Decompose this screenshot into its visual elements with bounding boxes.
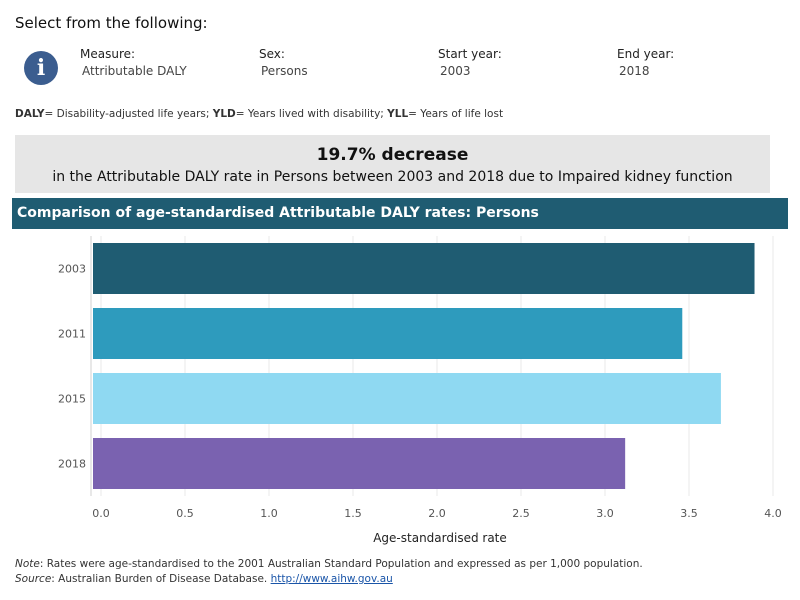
chart-header-bar: Comparison of age-standardised Attributa… — [12, 198, 788, 229]
bar-chart: 2003 2011 2015 2018 0.0 0.5 1.0 1.5 2.0 2.5 3.0 3.… — [58, 236, 782, 545]
x-tick-label: 1.0 — [260, 507, 278, 520]
x-tick-label: 0.5 — [176, 507, 194, 520]
chart-bars — [93, 243, 755, 489]
x-tick-label: 1.5 — [344, 507, 362, 520]
filter-sex-value[interactable]: Persons — [261, 64, 308, 78]
source-link[interactable]: http://www.aihw.gov.au — [270, 573, 393, 585]
bar-2018[interactable] — [93, 438, 626, 489]
glossary-text: DALY= Disability-adjusted life years; YL… — [15, 108, 503, 120]
glossary-def-daly: = Disability-adjusted life years; — [44, 108, 213, 120]
glossary-term-yll: YLL — [387, 108, 409, 120]
x-tick-label: 3.0 — [596, 507, 614, 520]
x-tick-label: 3.5 — [680, 507, 698, 520]
filter-measure-value[interactable]: Attributable DALY — [82, 64, 187, 78]
footnote-note: Note: Rates were age-standardised to the… — [15, 557, 643, 572]
footnote-source-label: Source — [15, 573, 52, 585]
x-axis-title: Age-standardised rate — [373, 531, 507, 545]
footnote-source-text: : Australian Burden of Disease Database. — [51, 573, 271, 585]
filter-end-year-value[interactable]: 2018 — [619, 64, 650, 78]
select-heading: Select from the following: — [15, 14, 208, 32]
x-tick-label: 2.5 — [512, 507, 530, 520]
x-tick-label: 2.0 — [428, 507, 446, 520]
glossary-def-yll: = Years of life lost — [408, 108, 504, 120]
category-label-2011: 2011 — [58, 328, 86, 341]
bar-2015[interactable] — [93, 373, 721, 424]
info-icon[interactable]: i — [24, 51, 58, 85]
bar-2003[interactable] — [93, 243, 755, 294]
bar-2011[interactable] — [93, 308, 683, 359]
category-label-2003: 2003 — [58, 263, 86, 276]
glossary-term-yld: YLD — [212, 108, 236, 120]
footnote: Note: Rates were age-standardised to the… — [15, 557, 643, 587]
filter-start-year-value[interactable]: 2003 — [440, 64, 471, 78]
category-label-2018: 2018 — [58, 458, 86, 471]
chart-title: Comparison of age-standardised Attributa… — [17, 205, 539, 221]
filter-measure-label: Measure: — [80, 47, 136, 61]
glossary-term-daly: DALY — [15, 108, 45, 120]
x-tick-label: 4.0 — [764, 507, 782, 520]
summary-box: 19.7% decrease in the Attributable DALY … — [15, 135, 770, 193]
summary-detail: in the Attributable DALY rate in Persons… — [52, 169, 733, 185]
chart-category-labels: 2003 2011 2015 2018 — [58, 263, 86, 471]
filter-end-year-label: End year: — [617, 47, 675, 61]
filter-start-year-label: Start year: — [438, 47, 502, 61]
chart-x-ticks: 0.0 0.5 1.0 1.5 2.0 2.5 3.0 3.5 4.0 — [92, 507, 782, 520]
x-tick-label: 0.0 — [92, 507, 110, 520]
category-label-2015: 2015 — [58, 393, 86, 406]
footnote-note-label: Note — [15, 558, 40, 570]
footnote-source: Source: Australian Burden of Disease Dat… — [15, 572, 643, 587]
summary-headline: 19.7% decrease — [316, 145, 469, 165]
glossary-def-yld: = Years lived with disability; — [235, 108, 388, 120]
filter-sex-label: Sex: — [259, 47, 285, 61]
footnote-note-text: : Rates were age-standardised to the 200… — [39, 558, 643, 570]
